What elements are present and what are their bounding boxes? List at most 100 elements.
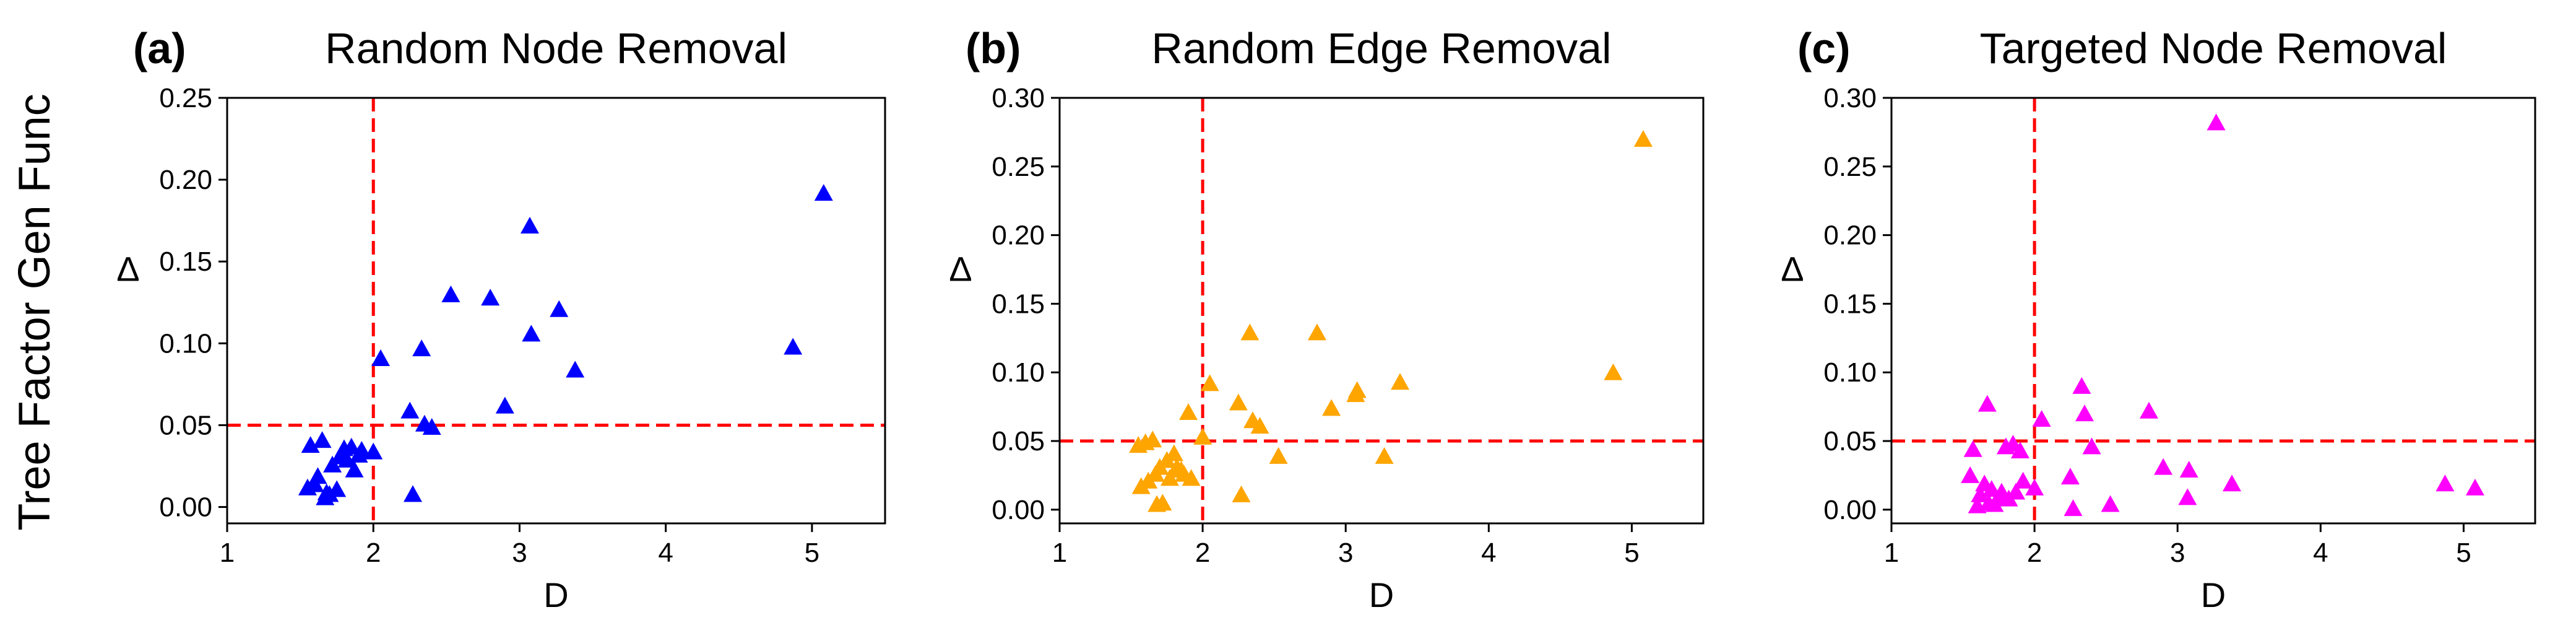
- data-point: [371, 349, 391, 367]
- data-point: [441, 285, 460, 302]
- y-tick-label: 0.15: [1823, 289, 1877, 319]
- chart-panel-2: (b) Random Edge Removal 1 2 3 4 5 0.00 0.05 0.10 0…: [949, 24, 1705, 614]
- x-tick-label: 3: [2170, 538, 2185, 568]
- data-point: [1961, 466, 1980, 483]
- data-point: [1971, 485, 1990, 502]
- data-point: [2060, 468, 2080, 485]
- x-tick-label: 5: [805, 538, 819, 568]
- data-point: [2465, 478, 2484, 496]
- data-point: [2011, 442, 2029, 459]
- data-point: [495, 396, 514, 414]
- data-point: [566, 360, 585, 378]
- plot-frame: [226, 97, 886, 525]
- data-point: [337, 450, 357, 468]
- data-point: [352, 440, 371, 458]
- data-point: [1160, 469, 1179, 486]
- data-point: [2178, 488, 2197, 505]
- data-point: [301, 436, 320, 453]
- y-tick-label: 0.15: [159, 247, 212, 277]
- data-point: [550, 300, 569, 317]
- data-point: [1250, 417, 1269, 434]
- data-point: [1347, 381, 1367, 398]
- data-point: [2140, 401, 2158, 419]
- data-point: [481, 289, 500, 306]
- data-point: [400, 401, 420, 419]
- y-tick-label: 0.30: [1823, 83, 1877, 113]
- y-tick-label: 0.00: [992, 495, 1045, 525]
- y-tick-label: 0.10: [1823, 357, 1877, 388]
- data-point: [1143, 430, 1162, 448]
- chart-title: Random Node Removal: [325, 24, 787, 72]
- y-tick-label: 0.05: [992, 426, 1045, 456]
- data-point: [1193, 427, 1212, 445]
- plot-frame: [1890, 97, 2536, 525]
- y-tick-label: 0.20: [1823, 220, 1877, 251]
- data-point: [342, 437, 361, 455]
- x-tick-label: 4: [1481, 538, 1496, 568]
- panels: (a) Random Node Removal 1 2 3 4 5 0.00 0.05 0.10 0…: [116, 24, 2536, 614]
- data-point: [1322, 399, 1341, 416]
- data-point: [2154, 458, 2173, 475]
- x-tick-label: 5: [1624, 538, 1639, 568]
- data-point: [308, 467, 327, 484]
- data-point: [1164, 444, 1183, 461]
- y-tick-label: 0.30: [992, 83, 1045, 113]
- data-point: [2007, 482, 2026, 500]
- data-point: [1391, 373, 1410, 390]
- data-series: [298, 184, 833, 505]
- y-tick-label: 0.10: [159, 328, 212, 359]
- panel-label: (c): [1797, 24, 1851, 72]
- data-point: [1182, 469, 1201, 486]
- data-point: [1633, 129, 1653, 147]
- x-tick-label: 5: [2456, 538, 2471, 568]
- global-y-label: Tree Factor Gen Func: [10, 94, 59, 531]
- chart-title: Targeted Node Removal: [1980, 24, 2447, 72]
- y-tick-label: 0.10: [992, 357, 1045, 388]
- data-point: [1308, 323, 1326, 341]
- data-point: [1153, 494, 1172, 511]
- y-tick-label: 0.25: [1823, 152, 1877, 182]
- chart-panel-1: (a) Random Node Removal 1 2 3 4 5 0.00 0.05 0.10 0…: [116, 24, 886, 614]
- data-point: [2032, 410, 2051, 427]
- x-tick-label: 2: [2027, 538, 2042, 568]
- data-point: [1232, 485, 1251, 502]
- x-axis-label: D: [2201, 575, 2226, 614]
- x-tick-label: 4: [658, 538, 673, 568]
- data-point: [520, 217, 539, 234]
- x-tick-label: 1: [1052, 538, 1067, 568]
- x-tick-label: 1: [1884, 538, 1899, 568]
- data-point: [1200, 374, 1219, 391]
- y-tick-label: 0.00: [159, 492, 212, 523]
- data-point: [1963, 440, 1982, 457]
- data-point: [364, 442, 383, 460]
- data-point: [1375, 447, 1394, 464]
- data-point: [522, 325, 541, 342]
- y-tick-label: 0.20: [992, 220, 1045, 251]
- data-point: [313, 431, 332, 448]
- data-point: [2072, 377, 2091, 394]
- x-tick-label: 2: [366, 538, 381, 568]
- y-tick-label: 0.20: [159, 165, 212, 195]
- data-point: [2013, 471, 2033, 489]
- x-tick-label: 2: [1195, 538, 1210, 568]
- data-point: [1604, 363, 1623, 380]
- data-point: [345, 460, 364, 478]
- x-tick-label: 1: [220, 538, 235, 568]
- data-point: [422, 418, 441, 435]
- data-series: [1129, 129, 1653, 512]
- y-tick-label: 0.15: [992, 289, 1045, 319]
- chart-title: Random Edge Removal: [1151, 24, 1611, 72]
- data-point: [1269, 447, 1288, 464]
- data-series: [1961, 113, 2484, 517]
- data-point: [404, 485, 423, 502]
- y-axis-label: Δ: [116, 249, 139, 288]
- y-axis-label: Δ: [949, 249, 972, 288]
- x-tick-label: 4: [2313, 538, 2328, 568]
- data-point: [412, 339, 431, 357]
- data-point: [1179, 403, 1198, 420]
- data-point: [327, 480, 347, 497]
- y-tick-label: 0.05: [159, 410, 212, 440]
- panel-label: (b): [966, 24, 1021, 72]
- data-point: [2101, 495, 2120, 512]
